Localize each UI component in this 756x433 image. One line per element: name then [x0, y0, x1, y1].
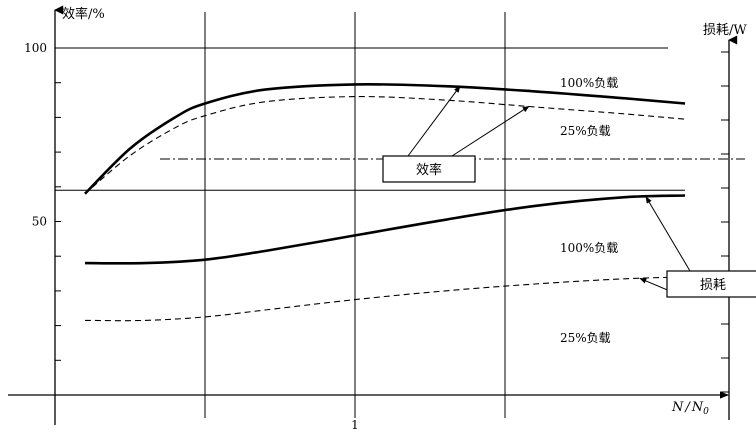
- efficiency-box-label: 效率: [416, 162, 442, 178]
- loss-box-label: 损耗: [700, 278, 726, 293]
- x-tick-label-0: 1: [351, 418, 359, 432]
- series-layer: [84, 82, 686, 322]
- series-loss-25-line: [84, 276, 686, 322]
- grid-layer: [55, 12, 745, 418]
- efficiency-arrow-25: [451, 105, 530, 157]
- right-axis-label: 损耗/W: [703, 23, 747, 38]
- loss-box: [666, 270, 756, 298]
- left-axis-label: 效率/%: [62, 6, 105, 22]
- series-loss-100-line: [84, 194, 686, 265]
- x-axis-label-sep: /: [683, 400, 691, 415]
- y-tick-label-0: 100: [24, 41, 47, 55]
- efficiency-arrow-100: [407, 85, 461, 157]
- x-axis-label-subscript: 0: [703, 407, 709, 417]
- series-label-loss-100: 100%负载: [560, 241, 618, 255]
- efficiency-box: [382, 155, 476, 183]
- x-axis-label-main: N: [671, 400, 684, 415]
- annotation-layer: [407, 85, 691, 298]
- series-label-loss-25: 25%负载: [560, 331, 611, 345]
- series-label-eff-25: 25%负载: [560, 124, 611, 138]
- x-axis-label: N / N0: [671, 400, 709, 417]
- loss-arrow-100: [645, 196, 691, 272]
- axes-layer: 100 50 1: [8, 5, 738, 432]
- series-efficiency-25-line: [84, 96, 686, 195]
- series-efficiency-100-line: [84, 82, 686, 195]
- x-axis-label-sub: N: [691, 400, 704, 415]
- series-label-eff-100: 100%负载: [560, 76, 618, 90]
- y-tick-label-1: 50: [32, 215, 47, 229]
